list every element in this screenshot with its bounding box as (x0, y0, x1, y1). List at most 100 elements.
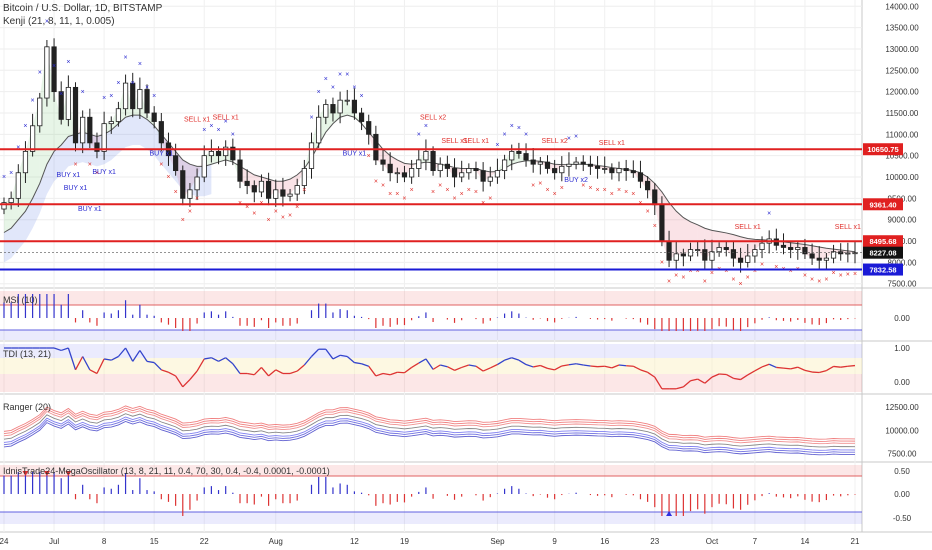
symbol-title: Bitcoin / U.S. Dollar, 1D, BITSTAMP (3, 3, 163, 14)
tdi-line-segment (447, 366, 455, 371)
signal-marker: × (216, 127, 220, 134)
candle-body (802, 247, 808, 255)
signal-marker: × (374, 178, 378, 185)
tdi-line-segment (204, 357, 212, 360)
trend-cloud-segment (147, 112, 155, 126)
candle-body (144, 89, 150, 114)
signal-marker: × (803, 272, 807, 279)
sell-signal-label: SELL x1 (735, 224, 761, 231)
study-title: Kenji (21, 8, 11, 1, 0.005) (3, 16, 115, 27)
candle-body (230, 146, 236, 161)
tdi-line-segment (354, 361, 362, 365)
candle-body (709, 251, 715, 261)
tdi-line-segment (561, 364, 570, 367)
buy-signal-label: BUY x1 (343, 151, 367, 158)
candle-body (44, 46, 50, 99)
candle-body (158, 121, 164, 144)
tdi-line-segment (540, 364, 548, 370)
candle-body (366, 121, 372, 135)
tdi-line-segment (583, 364, 591, 367)
candle-body (323, 104, 329, 118)
tdi-line-segment (110, 355, 119, 361)
tdi-line-segment (161, 369, 169, 373)
signal-marker: × (517, 125, 521, 132)
tdi-line-segment (340, 354, 348, 358)
mega-upper-zone (0, 465, 862, 476)
candle-body (80, 116, 86, 144)
tdi-line-segment (525, 363, 534, 368)
msi-lower-zone (0, 330, 862, 340)
candle-body (702, 249, 708, 261)
tdi-line-segment (311, 348, 320, 357)
tdi-line-segment (425, 358, 434, 370)
tdi-line-segment (74, 356, 84, 371)
buy-signal-label: BUY x1 (92, 169, 116, 176)
trend-cloud-segment (290, 174, 298, 195)
signal-marker: × (553, 191, 557, 198)
tdi-line-segment (704, 376, 713, 384)
tdi-line-segment (454, 366, 462, 371)
tdi-line-segment (697, 378, 706, 384)
candle-body (509, 151, 515, 161)
signal-marker: × (653, 223, 657, 230)
tdi-line-segment (440, 364, 448, 368)
signal-marker: × (853, 271, 857, 278)
candle-body (409, 168, 415, 178)
candle-body (544, 161, 551, 169)
tdi-line-segment (461, 364, 470, 369)
candle-body (559, 165, 565, 174)
candle-body (308, 142, 315, 169)
candle-body (616, 168, 622, 174)
ranger-tick-label: 12500.00 (885, 403, 919, 412)
signal-marker: × (23, 123, 27, 130)
tdi-line-segment (611, 364, 620, 369)
tdi-line-segment (275, 369, 284, 375)
signal-marker: × (538, 181, 542, 188)
candle-body (223, 146, 229, 157)
candle-body (423, 151, 429, 161)
signal-marker: × (431, 189, 435, 196)
tdi-line-segment (826, 365, 834, 372)
tdi-line-segment (482, 367, 491, 372)
candle-body (609, 168, 615, 174)
candle-body (187, 189, 193, 199)
tdi-line-segment (554, 365, 563, 371)
signal-marker: × (345, 72, 349, 79)
price-tick-label: 13000.00 (885, 45, 919, 54)
ranger-band-line (3, 420, 856, 456)
price-badge (863, 246, 903, 259)
tdi-line-segment (89, 369, 98, 375)
signal-marker: × (703, 279, 707, 286)
tdi-line-segment (196, 358, 205, 372)
signal-marker: × (610, 191, 614, 198)
kenji-average-line (3, 114, 856, 253)
buy-signal-label: BUY x1 (57, 172, 81, 179)
tdi-line-segment (833, 365, 841, 368)
signal-marker: × (52, 63, 56, 70)
mega-tick-label: -0.50 (893, 514, 912, 523)
signal-marker: × (660, 260, 664, 267)
signal-marker: × (581, 183, 585, 190)
candle-body (523, 153, 529, 161)
candle-body (380, 159, 386, 165)
ranger-tick-label: 10000.00 (885, 426, 919, 435)
signal-marker: × (59, 91, 63, 98)
candle-body (780, 244, 787, 248)
signal-marker: × (145, 85, 149, 92)
candle-body (15, 172, 21, 199)
x-tick-label: 9 (552, 537, 557, 546)
price-tick-label: 9000.00 (888, 216, 917, 225)
trend-cloud-segment (683, 217, 691, 256)
price-tick-label: 7500.00 (888, 280, 917, 289)
candle-body (244, 180, 250, 186)
candle-body (394, 172, 400, 175)
signal-marker: × (166, 174, 170, 181)
mega-sell-triangle (22, 471, 29, 476)
x-tick-label: 8 (102, 537, 107, 546)
signal-marker: × (116, 80, 120, 87)
tdi-line-segment (676, 386, 684, 390)
signal-marker: × (495, 142, 499, 149)
signal-marker: × (267, 217, 271, 224)
tdi-line-segment (497, 359, 505, 366)
signal-marker: × (124, 55, 128, 62)
